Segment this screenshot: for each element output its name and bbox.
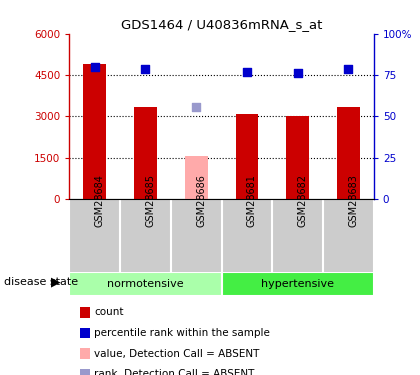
Text: value, Detection Call = ABSENT: value, Detection Call = ABSENT <box>94 349 260 358</box>
Bar <box>185 156 207 199</box>
Title: GDS1464 / U40836mRNA_s_at: GDS1464 / U40836mRNA_s_at <box>121 18 322 31</box>
Text: GSM28684: GSM28684 <box>94 174 105 227</box>
Point <box>142 66 149 72</box>
Text: percentile rank within the sample: percentile rank within the sample <box>94 328 270 338</box>
Text: normotensive: normotensive <box>107 279 184 289</box>
Point <box>244 69 250 75</box>
Text: GSM28682: GSM28682 <box>298 174 308 228</box>
Point <box>91 64 98 70</box>
Text: hypertensive: hypertensive <box>261 279 334 289</box>
Text: disease state: disease state <box>4 277 78 287</box>
Text: GSM28686: GSM28686 <box>196 174 206 227</box>
Bar <box>236 114 258 199</box>
Bar <box>83 64 106 199</box>
Bar <box>134 106 157 199</box>
Text: count: count <box>94 308 124 317</box>
Bar <box>69 272 222 296</box>
Text: GSM28683: GSM28683 <box>349 174 358 227</box>
Point <box>345 66 352 72</box>
Point <box>193 105 199 111</box>
Bar <box>286 116 309 199</box>
Point <box>294 70 301 76</box>
Text: GSM28681: GSM28681 <box>247 174 257 227</box>
Bar <box>222 272 374 296</box>
Text: rank, Detection Call = ABSENT: rank, Detection Call = ABSENT <box>94 369 255 375</box>
Text: GSM28685: GSM28685 <box>145 174 155 228</box>
Text: ▶: ▶ <box>51 276 61 289</box>
Bar <box>337 106 360 199</box>
